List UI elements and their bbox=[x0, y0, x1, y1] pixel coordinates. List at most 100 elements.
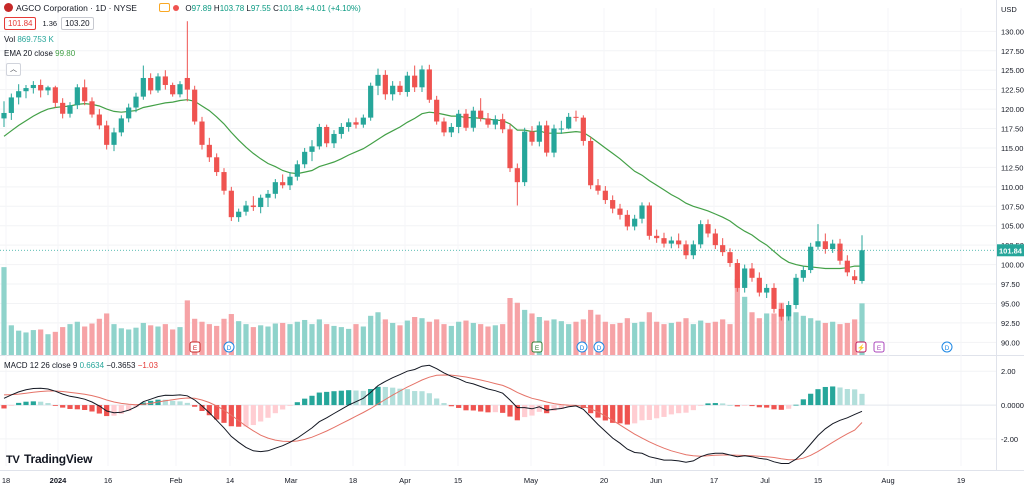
candle-body bbox=[610, 200, 616, 209]
volume-bar bbox=[426, 321, 432, 355]
volume-bar bbox=[8, 325, 14, 355]
candle-body bbox=[698, 224, 704, 245]
hide-icon[interactable] bbox=[159, 3, 171, 12]
macd-histogram-bar bbox=[331, 391, 337, 406]
price-tick-label: 115.00 bbox=[1001, 144, 1023, 153]
buy-price-box[interactable]: 103.20 bbox=[61, 17, 94, 30]
candle-body bbox=[250, 205, 256, 208]
alert-dot-icon bbox=[173, 5, 180, 11]
volume-bar bbox=[756, 318, 762, 355]
volume-bar bbox=[844, 322, 850, 355]
volume-bar bbox=[177, 327, 183, 355]
macd-histogram-bar bbox=[382, 386, 388, 406]
candle-body bbox=[646, 205, 652, 236]
volume-bar bbox=[302, 319, 308, 355]
collapse-legend-button[interactable]: ︿ bbox=[6, 63, 21, 76]
candle-body bbox=[844, 260, 850, 273]
candle-body bbox=[397, 85, 403, 92]
candle-body bbox=[500, 119, 506, 130]
candle-body bbox=[558, 128, 564, 130]
price-tick-label: 90.00 bbox=[1001, 338, 1020, 347]
candle-body bbox=[822, 241, 828, 250]
macd-histogram-bar bbox=[544, 405, 550, 414]
macd-histogram-bar bbox=[302, 398, 308, 406]
macd-histogram-bar bbox=[118, 405, 124, 414]
candle-body bbox=[258, 197, 264, 208]
volume-bar bbox=[346, 328, 352, 355]
macd-histogram-bar bbox=[258, 405, 264, 422]
macd-histogram-bar bbox=[558, 405, 564, 409]
event-marker-label: D bbox=[227, 345, 232, 352]
macd-histogram-bar bbox=[822, 386, 828, 406]
macd-histogram-bar bbox=[1, 405, 7, 409]
macd-histogram-bar bbox=[624, 405, 630, 425]
macd-histogram-bar bbox=[551, 405, 557, 411]
price-pane bbox=[0, 8, 996, 354]
macd-histogram-bar bbox=[236, 405, 242, 427]
candle-body bbox=[756, 277, 762, 293]
macd-histogram-bar bbox=[786, 405, 792, 409]
candle-body bbox=[302, 151, 308, 165]
price-tick-label: 92.50 bbox=[1001, 319, 1020, 328]
volume-bar bbox=[67, 324, 73, 355]
tradingview-mark-icon: TV bbox=[6, 454, 20, 466]
candle-body bbox=[734, 263, 740, 288]
time-tick-label: May bbox=[524, 476, 538, 485]
volume-bar bbox=[690, 324, 696, 355]
candle-body bbox=[514, 168, 520, 183]
macd-histogram-bar bbox=[830, 386, 836, 406]
high-value: 103.78 bbox=[219, 4, 245, 13]
volume-bar bbox=[478, 324, 484, 355]
signal-value: −0.3653 bbox=[106, 361, 136, 370]
volume-bar bbox=[111, 324, 117, 355]
currency-label: USD bbox=[1001, 5, 1017, 14]
volume-bar bbox=[514, 302, 520, 355]
macd-histogram-bar bbox=[390, 387, 396, 406]
volume-bar bbox=[485, 326, 491, 355]
macd-histogram-bar bbox=[221, 405, 227, 423]
volume-bar bbox=[544, 320, 550, 355]
macd-histogram-bar bbox=[206, 405, 212, 416]
candle-body bbox=[529, 131, 535, 142]
macd-histogram-bar bbox=[456, 405, 462, 408]
volume-bar bbox=[830, 321, 836, 355]
candle-body bbox=[309, 146, 315, 152]
candle-body bbox=[580, 117, 586, 141]
macd-histogram-bar bbox=[419, 391, 425, 406]
candle-body bbox=[170, 84, 176, 95]
macd-histogram-bar bbox=[133, 405, 139, 408]
macd-histogram-bar bbox=[60, 405, 66, 408]
candle-body bbox=[346, 122, 352, 127]
ema-value: 99.80 bbox=[55, 49, 76, 58]
signal-line bbox=[3, 374, 863, 461]
time-tick-label: Aug bbox=[881, 476, 894, 485]
price-tick-label: 122.50 bbox=[1001, 86, 1024, 95]
candle-body bbox=[544, 125, 550, 153]
volume-bar bbox=[382, 319, 388, 355]
time-tick-label: Mar bbox=[285, 476, 298, 485]
sell-price-box[interactable]: 101.84 bbox=[4, 17, 37, 30]
volume-bar bbox=[280, 322, 286, 355]
candle-body bbox=[162, 76, 168, 85]
macd-histogram-bar bbox=[470, 405, 476, 411]
candle-body bbox=[324, 126, 330, 144]
volume-bar bbox=[580, 319, 586, 355]
candle-body bbox=[38, 84, 44, 91]
volume-bar bbox=[221, 318, 227, 355]
earnings-marker-icon bbox=[531, 341, 543, 353]
candle-body bbox=[786, 305, 792, 317]
volume-bar bbox=[404, 320, 410, 355]
last-price-tag bbox=[997, 244, 1024, 257]
volume-bar bbox=[522, 309, 528, 355]
macd-histogram-bar bbox=[412, 391, 418, 406]
candle-body bbox=[8, 97, 14, 113]
volume-value: 869.753 K bbox=[17, 35, 54, 44]
volume-bar bbox=[573, 321, 579, 355]
tradingview-logo[interactable]: TV TradingView bbox=[6, 452, 92, 466]
candle-body bbox=[280, 182, 286, 186]
last-price-tag-text: 101.84 bbox=[999, 246, 1023, 255]
volume-bar bbox=[602, 321, 608, 355]
volume-bar bbox=[126, 329, 132, 355]
volume-bar bbox=[16, 330, 22, 355]
